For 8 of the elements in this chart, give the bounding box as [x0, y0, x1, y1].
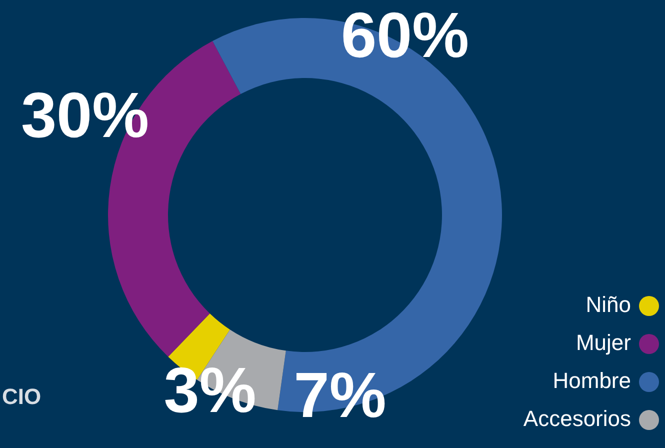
data-label: 30% — [20, 78, 150, 151]
legend-label: Niño — [586, 292, 631, 317]
legend-label: Mujer — [576, 330, 631, 355]
legend-label: Hombre — [552, 368, 631, 393]
text: CIO — [2, 384, 42, 409]
legend-label: Accesorios — [523, 406, 631, 431]
data-label: 60% — [340, 0, 470, 71]
data-label: 7% — [294, 358, 386, 431]
